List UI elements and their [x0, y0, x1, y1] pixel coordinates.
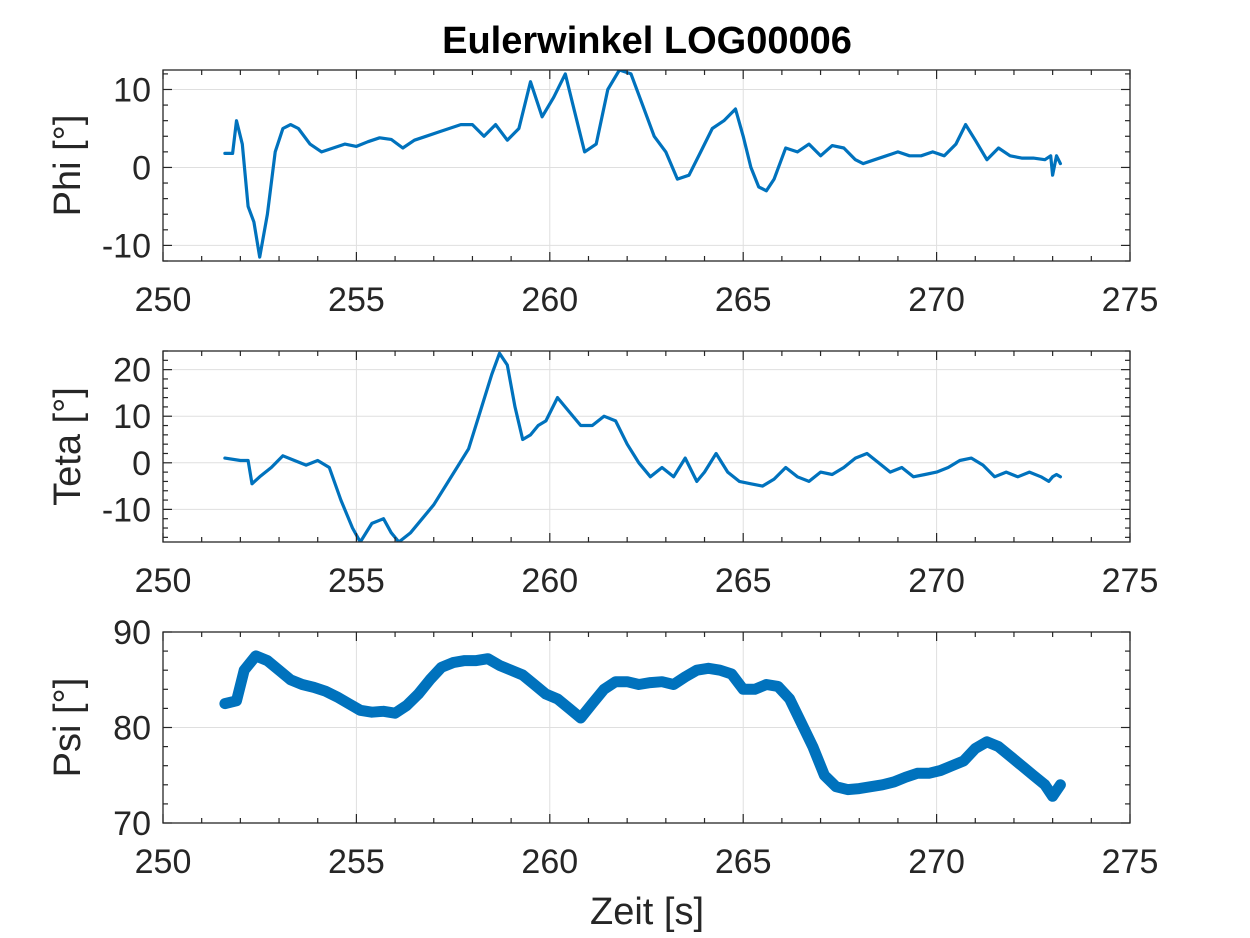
- teta-y-tick-label: -10: [102, 491, 151, 529]
- psi-x-tick-label: 250: [135, 843, 192, 881]
- phi-axes: 250 255 260 265 270 275 -10 0 10 Phi [°]: [47, 69, 1159, 319]
- chart-title: Eulerwinkel LOG00006: [442, 20, 852, 62]
- psi-x-tick-label: 265: [715, 843, 772, 881]
- teta-x-tick-label: 255: [328, 562, 385, 600]
- phi-x-tick-label: 265: [715, 281, 772, 319]
- teta-x-tick-label: 265: [715, 562, 772, 600]
- phi-y-tick-label: -10: [102, 227, 151, 265]
- phi-plot-area: [163, 70, 1130, 261]
- phi-y-axis-label: Phi [°]: [47, 115, 89, 217]
- teta-y-axis-label: Teta [°]: [47, 387, 89, 506]
- teta-x-tick-label: 270: [908, 562, 965, 600]
- psi-y-tick-label: 70: [113, 805, 151, 843]
- phi-x-tick-label: 255: [328, 281, 385, 319]
- phi-axes-box: [162, 69, 1131, 262]
- psi-axes: 250 255 260 265 270 275 70 80 90 Psi [°]: [47, 614, 1158, 881]
- teta-y-tick-label: 10: [113, 398, 151, 436]
- teta-axes-box: [162, 350, 1131, 543]
- x-axis-label: Zeit [s]: [590, 891, 704, 933]
- psi-x-tick-label: 270: [908, 843, 965, 881]
- psi-y-tick-label: 90: [113, 614, 151, 652]
- psi-y-axis-label: Psi [°]: [47, 678, 89, 778]
- phi-x-tick-label: 275: [1102, 281, 1159, 319]
- phi-x-tick-label: 270: [908, 281, 965, 319]
- psi-series-line: [219, 650, 1066, 802]
- phi-series-line: [223, 70, 1062, 259]
- phi-y-tick-label: 0: [132, 149, 151, 187]
- phi-y-tick-label: 10: [113, 71, 151, 109]
- psi-x-tick-label: 255: [328, 843, 385, 881]
- teta-x-tick-label: 260: [521, 562, 578, 600]
- phi-x-tick-label: 260: [521, 281, 578, 319]
- teta-plot-area: [163, 351, 1130, 542]
- teta-y-tick-label: 20: [113, 352, 151, 390]
- teta-y-tick-label: 0: [132, 445, 151, 483]
- teta-series-line: [223, 351, 1062, 542]
- teta-x-tick-label: 250: [135, 562, 192, 600]
- psi-y-tick-label: 80: [113, 710, 151, 748]
- teta-axes: 250 255 260 265 270 275 -10 0 10 20 Teta [°]: [47, 350, 1159, 600]
- phi-x-tick-label: 250: [135, 281, 192, 319]
- teta-x-tick-label: 275: [1102, 562, 1159, 600]
- psi-x-tick-label: 260: [521, 843, 578, 881]
- psi-x-tick-label: 275: [1102, 843, 1159, 881]
